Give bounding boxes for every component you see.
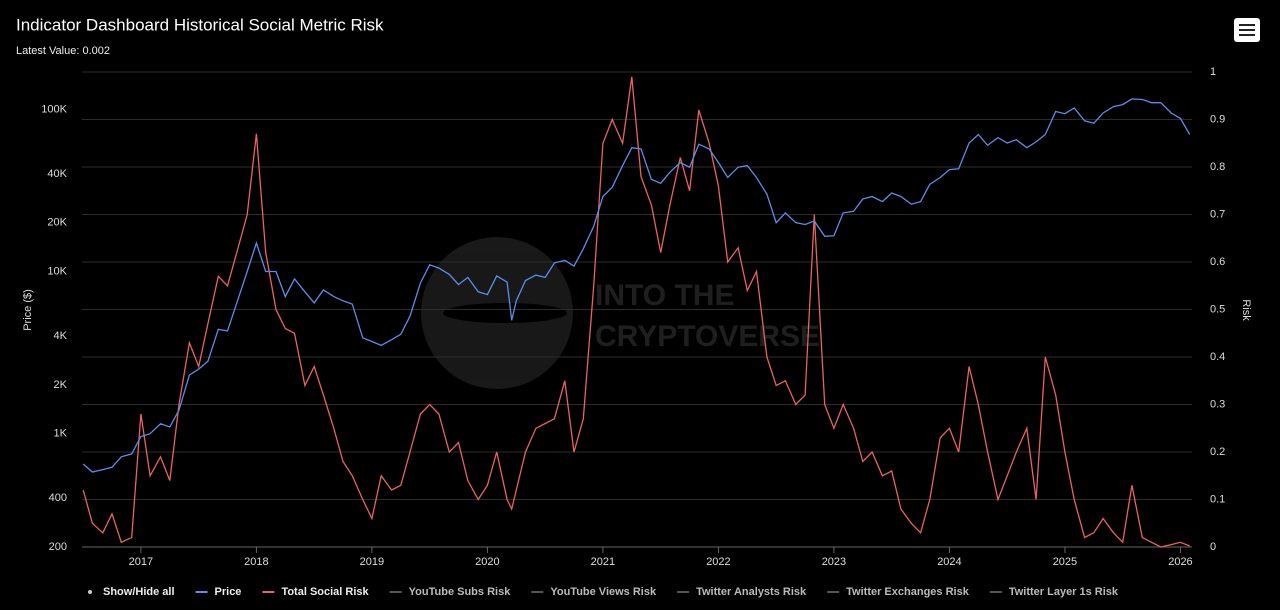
x-tick-label: 2022 [706, 556, 730, 568]
x-tick-label: 2018 [244, 556, 268, 568]
y2-tick-label: 0.2 [1210, 446, 1225, 458]
legend-item[interactable]: Show/Hide all [88, 586, 175, 598]
y-tick-label: 1K [54, 428, 68, 440]
watermark-text: CRYPTOVERSE [595, 320, 820, 353]
x-tick-label: 2023 [822, 556, 846, 568]
legend-label: Twitter Analysts Risk [696, 586, 807, 598]
legend-dot [88, 590, 92, 594]
y-tick-label: 10K [47, 265, 67, 277]
legend-label: Twitter Exchanges Risk [846, 586, 970, 598]
legend-label: YouTube Subs Risk [409, 586, 512, 598]
y-tick-label: 40K [47, 168, 67, 180]
y2-tick-label: 0.7 [1210, 208, 1225, 220]
x-tick-label: 2017 [129, 556, 153, 568]
y-tick-label: 400 [49, 492, 67, 504]
y2-tick-label: 0.5 [1210, 303, 1225, 315]
legend-label: Twitter Layer 1s Risk [1009, 586, 1119, 598]
y2-axis-label: Risk [1240, 299, 1252, 321]
legend-label: Price [215, 586, 242, 598]
y2-tick-label: 0.6 [1210, 256, 1225, 268]
legend-item[interactable]: Twitter Layer 1s Risk [989, 586, 1119, 598]
x-tick-label: 2019 [360, 556, 384, 568]
menu-button[interactable] [1234, 18, 1260, 42]
x-tick-label: 2021 [591, 556, 615, 568]
chart-title: Indicator Dashboard Historical Social Me… [16, 15, 384, 34]
y-tick-label: 200 [49, 541, 67, 553]
legend-item[interactable]: Twitter Exchanges Risk [827, 586, 970, 598]
x-tick-label: 2024 [937, 556, 961, 568]
y2-tick-label: 0.9 [1210, 113, 1225, 125]
watermark-text: INTO THE [595, 279, 734, 312]
legend-item[interactable]: Price [195, 586, 242, 598]
y2-tick-label: 0.3 [1210, 398, 1225, 410]
y2-tick-label: 0.8 [1210, 161, 1225, 173]
x-tick-label: 2026 [1168, 556, 1192, 568]
x-tick-label: 2020 [475, 556, 499, 568]
legend-item[interactable]: Twitter Analysts Risk [677, 586, 807, 598]
legend-item[interactable]: YouTube Views Risk [531, 586, 657, 598]
y-tick-label: 20K [47, 217, 67, 229]
y-axis-label: Price ($) [22, 289, 34, 331]
y2-tick-label: 0.4 [1210, 351, 1225, 363]
y2-tick-label: 0.1 [1210, 493, 1225, 505]
subtitle: Latest Value: 0.002 [16, 45, 110, 57]
series-line [82, 98, 1191, 473]
legend-label: YouTube Views Risk [550, 586, 657, 598]
watermark: INTO THE CRYPTOVERSE [421, 237, 820, 389]
y2-tick-label: 0 [1210, 541, 1216, 553]
y-tick-label: 100K [41, 103, 67, 115]
legend-label: Total Social Risk [281, 586, 369, 598]
y-tick-label: 4K [54, 330, 68, 342]
legend-label: Show/Hide all [103, 586, 175, 598]
legend-item[interactable]: Total Social Risk [262, 586, 370, 598]
legend-item[interactable]: YouTube Subs Risk [389, 586, 512, 598]
y-tick-label: 2K [54, 379, 68, 391]
x-tick-label: 2025 [1053, 556, 1077, 568]
y2-tick-label: 1 [1210, 66, 1216, 78]
